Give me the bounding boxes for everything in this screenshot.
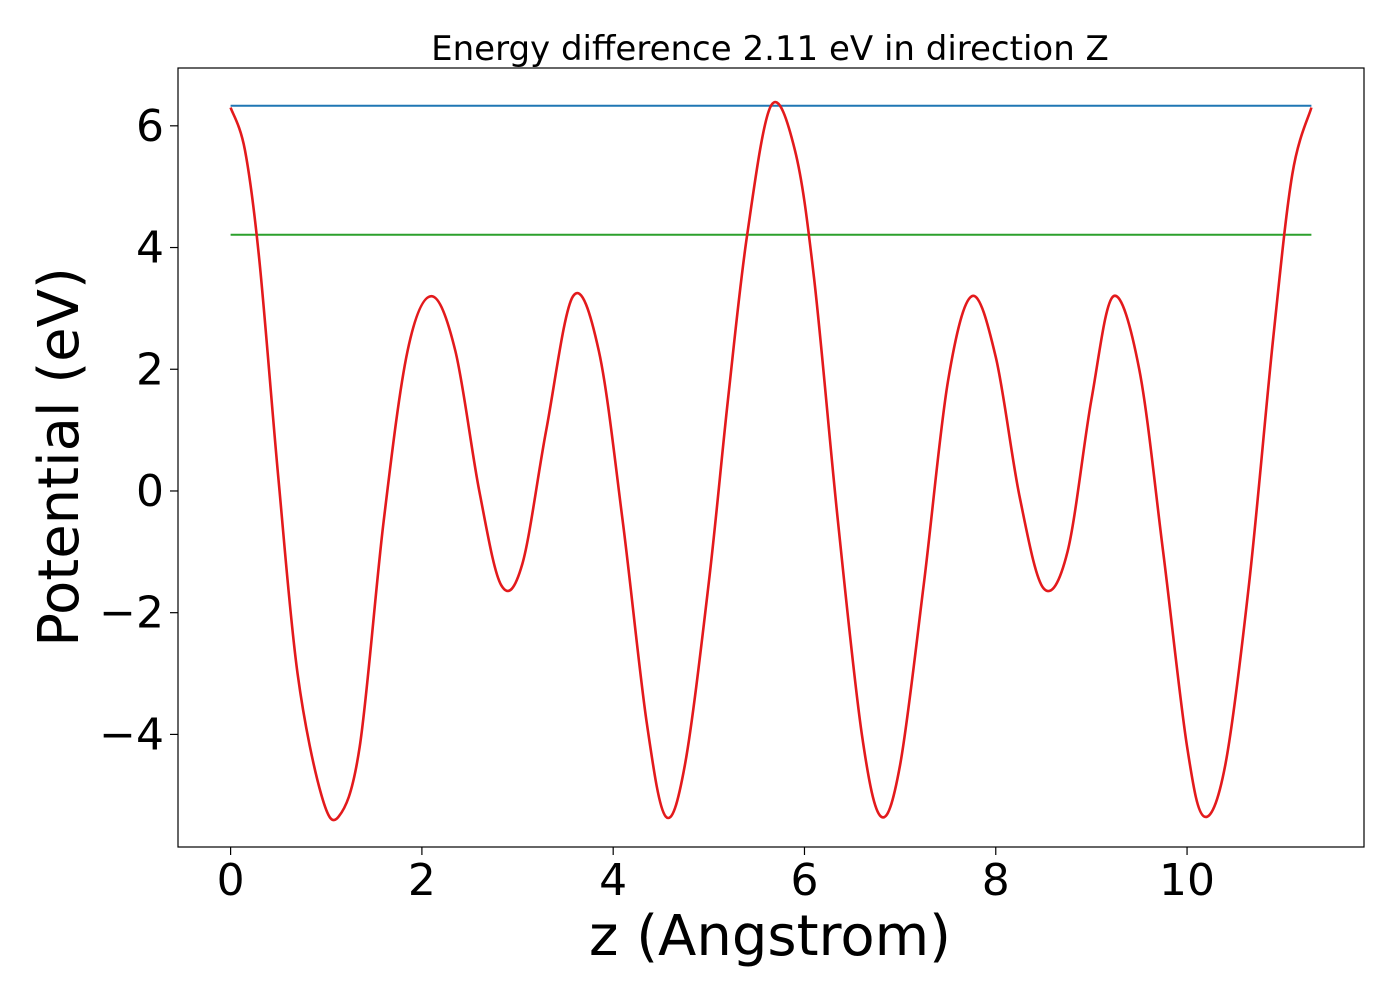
y-tick-label: 0 <box>136 466 164 517</box>
y-axis-label: Potential (eV) <box>27 267 92 647</box>
x-axis: 0 2 4 6 8 10 <box>217 847 1215 906</box>
y-tick-label: 2 <box>136 344 164 395</box>
chart-title: Energy difference 2.11 eV in direction Z <box>431 29 1109 69</box>
x-tick-label: 2 <box>408 855 436 906</box>
y-tick-label: −4 <box>99 709 164 760</box>
x-tick-label: 10 <box>1159 855 1215 906</box>
x-axis-label: z (Angstrom) <box>589 904 951 969</box>
x-tick-label: 8 <box>982 855 1010 906</box>
series-line-2 <box>229 101 1313 822</box>
x-tick-label: 0 <box>217 855 245 906</box>
series-layer <box>229 101 1313 822</box>
y-tick-label: 4 <box>136 223 164 274</box>
plot-frame <box>177 67 1365 848</box>
y-axis: −4 −2 0 2 4 6 <box>99 101 178 760</box>
y-tick-label: 6 <box>136 101 164 152</box>
x-tick-label: 4 <box>599 855 627 906</box>
x-tick-label: 6 <box>790 855 818 906</box>
y-tick-label: −2 <box>99 588 164 639</box>
